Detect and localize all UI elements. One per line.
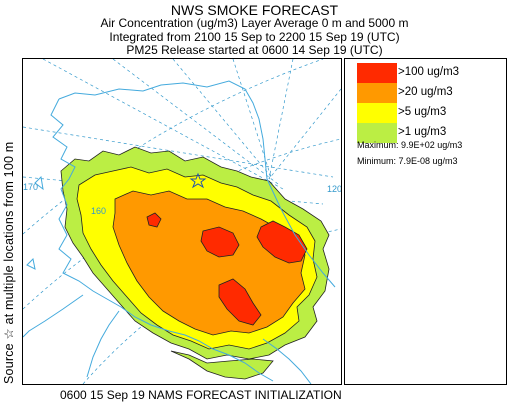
smoke-map: 170 160 120	[22, 58, 342, 385]
contour-gt100-central	[200, 226, 240, 258]
legend: >100 ug/m3 >20 ug/m3 >5 ug/m3 >1 ug/m3 M…	[344, 58, 507, 385]
integration-period: Integrated from 2100 15 Sep to 2200 15 S…	[109, 30, 400, 44]
legend-item-gt100: >100 ug/m3	[357, 63, 459, 83]
legend-item-gt1: >1 ug/m3	[357, 123, 447, 143]
legend-label: >100 ug/m3	[398, 66, 460, 78]
contour-gt100-small	[146, 212, 162, 228]
legend-minimum: Minimum: 7.9E-08 ug/m3	[357, 156, 458, 166]
legend-swatch	[357, 83, 397, 103]
map-title: NWS SMOKE FORECAST	[170, 2, 339, 18]
source-location-label: Source ☆ at multiple locations from 100 …	[2, 141, 16, 384]
legend-label: >1 ug/m3	[398, 126, 447, 138]
legend-item-gt20: >20 ug/m3	[357, 83, 453, 103]
legend-item-gt5: >5 ug/m3	[357, 103, 447, 123]
concentration-subtitle: Air Concentration (ug/m3) Layer Average …	[100, 16, 409, 30]
release-info: PM25 Release started at 0600 14 Sep 19 (…	[126, 43, 383, 57]
legend-swatch	[357, 123, 397, 143]
graticule-labels: 170 160 120	[23, 182, 341, 216]
concentration-contours	[60, 146, 330, 380]
legend-swatch	[357, 103, 397, 123]
legend-swatch	[357, 63, 397, 83]
lon-120-label: 120	[327, 184, 341, 194]
contour-gt100-south	[218, 278, 262, 326]
contour-gt20	[112, 190, 306, 336]
legend-maximum: Maximum: 9.9E+02 ug/m3	[357, 140, 463, 150]
lon-170-label: 170	[23, 182, 38, 192]
legend-label: >5 ug/m3	[398, 106, 447, 118]
forecast-initialization: 0600 15 Sep 19 NAMS FORECAST INITIALIZAT…	[60, 388, 342, 402]
coastline	[23, 80, 336, 384]
source-marker	[189, 172, 207, 189]
contour-gt100-north	[256, 220, 308, 264]
lon-160-label: 160	[91, 206, 106, 216]
legend-label: >20 ug/m3	[398, 86, 453, 98]
